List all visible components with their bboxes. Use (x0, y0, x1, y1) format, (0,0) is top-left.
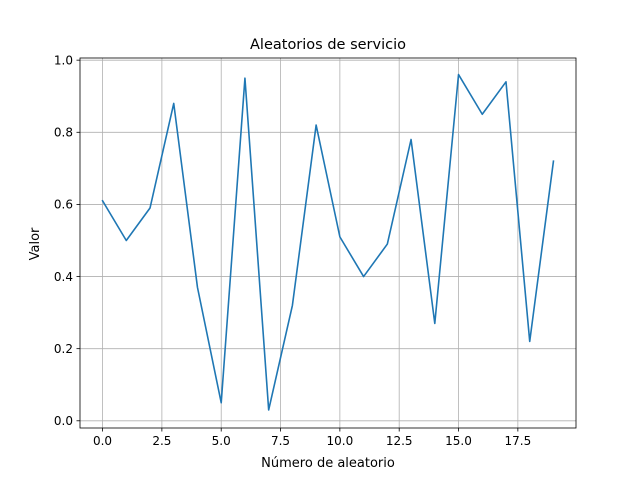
x-tick-label: 0.0 (93, 434, 112, 448)
x-tick-label: 10.0 (327, 434, 354, 448)
chart-title: Aleatorios de servicio (250, 37, 406, 53)
x-tick-label: 17.5 (504, 434, 531, 448)
plot-area-frame (79, 57, 577, 429)
y-tick-label: 0.2 (54, 342, 73, 356)
y-tick-label: 0.4 (54, 270, 73, 284)
y-tick-label: 0.6 (54, 198, 73, 212)
x-tick-label: 15.0 (445, 434, 472, 448)
x-tick-label: 5.0 (212, 434, 231, 448)
series-line (101, 73, 555, 411)
series-layer (101, 73, 555, 411)
axis-ticks: 0.0 2.5 5.0 7.5 10.0 12.5 15.0 17.5 0.0 0.2 0.4 0.6… (54, 53, 531, 448)
y-tick-label: 1.0 (54, 53, 73, 67)
y-axis-label: Valor (28, 227, 43, 260)
y-tick-label: 0.8 (54, 126, 73, 140)
x-axis-label: Número de aleatorio (261, 456, 395, 471)
y-tick-label: 0.0 (54, 414, 73, 428)
x-tick-label: 12.5 (386, 434, 413, 448)
x-tick-label: 2.5 (152, 434, 171, 448)
x-tick-label: 7.5 (271, 434, 290, 448)
grid-lines (80, 58, 576, 428)
